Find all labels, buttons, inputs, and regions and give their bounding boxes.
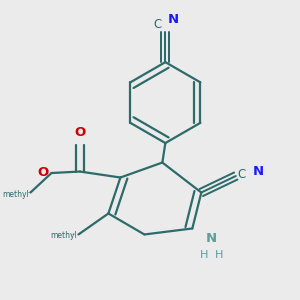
Text: N: N: [168, 13, 179, 26]
Text: methyl: methyl: [50, 232, 77, 241]
Text: N: N: [252, 165, 263, 178]
Text: O: O: [74, 126, 86, 139]
Text: H: H: [200, 250, 208, 260]
Text: N: N: [206, 232, 218, 245]
Text: methyl: methyl: [2, 190, 29, 199]
Text: methyl: methyl: [70, 234, 75, 235]
Text: O: O: [37, 166, 49, 179]
Text: H: H: [215, 250, 224, 260]
Text: methyl: methyl: [28, 191, 32, 193]
Text: C: C: [154, 18, 162, 31]
Text: C: C: [237, 168, 245, 181]
